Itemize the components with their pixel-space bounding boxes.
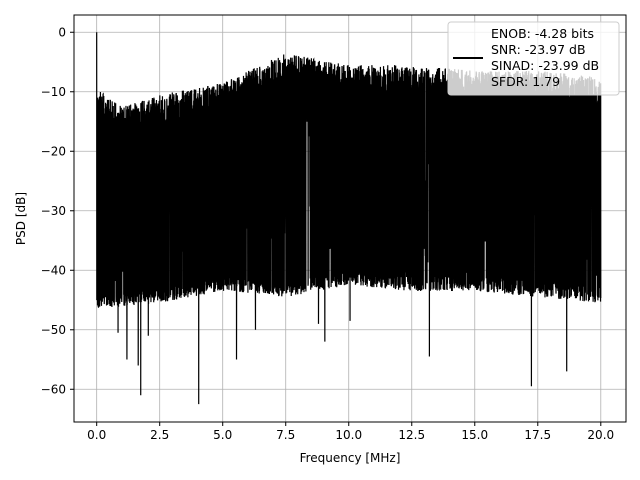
y-axis-label: PSD [dB] <box>14 192 28 245</box>
x-tick-label: 2.5 <box>150 428 169 442</box>
x-tick-label: 15.0 <box>461 428 488 442</box>
x-tick-label: 0.0 <box>87 428 106 442</box>
y-tick-label: −40 <box>41 263 66 277</box>
x-tick-label: 10.0 <box>335 428 362 442</box>
y-tick-label: −10 <box>41 85 66 99</box>
legend: ENOB: -4.28 bits SNR: -23.97 dB SINAD: -… <box>447 21 620 96</box>
x-tick-label: 7.5 <box>276 428 295 442</box>
x-tick-label: 12.5 <box>398 428 425 442</box>
legend-entry-snr: SNR: -23.97 dB <box>491 42 586 57</box>
y-axis-ticks: 0 −10 −20 −30 −40 −50 −60 <box>41 25 74 396</box>
legend-entry-sfdr: SFDR: 1.79 <box>491 74 560 89</box>
x-axis-ticks: 0.0 2.5 5.0 7.5 10.0 12.5 15.0 17.5 20.0 <box>87 422 614 442</box>
y-tick-label: −30 <box>41 204 66 218</box>
y-tick-label: −20 <box>41 144 66 158</box>
x-axis-label: Frequency [MHz] <box>300 451 401 465</box>
y-tick-label: −60 <box>41 382 66 396</box>
x-tick-label: 20.0 <box>587 428 614 442</box>
legend-box <box>447 21 620 96</box>
x-tick-label: 17.5 <box>524 428 551 442</box>
plot-frame <box>73 14 627 423</box>
legend-entry-sinad: SINAD: -23.99 dB <box>491 58 599 73</box>
y-tick-label: 0 <box>58 25 66 39</box>
x-tick-label: 5.0 <box>213 428 232 442</box>
y-tick-label: −50 <box>41 323 66 337</box>
legend-entry-enob: ENOB: -4.28 bits <box>491 26 594 41</box>
